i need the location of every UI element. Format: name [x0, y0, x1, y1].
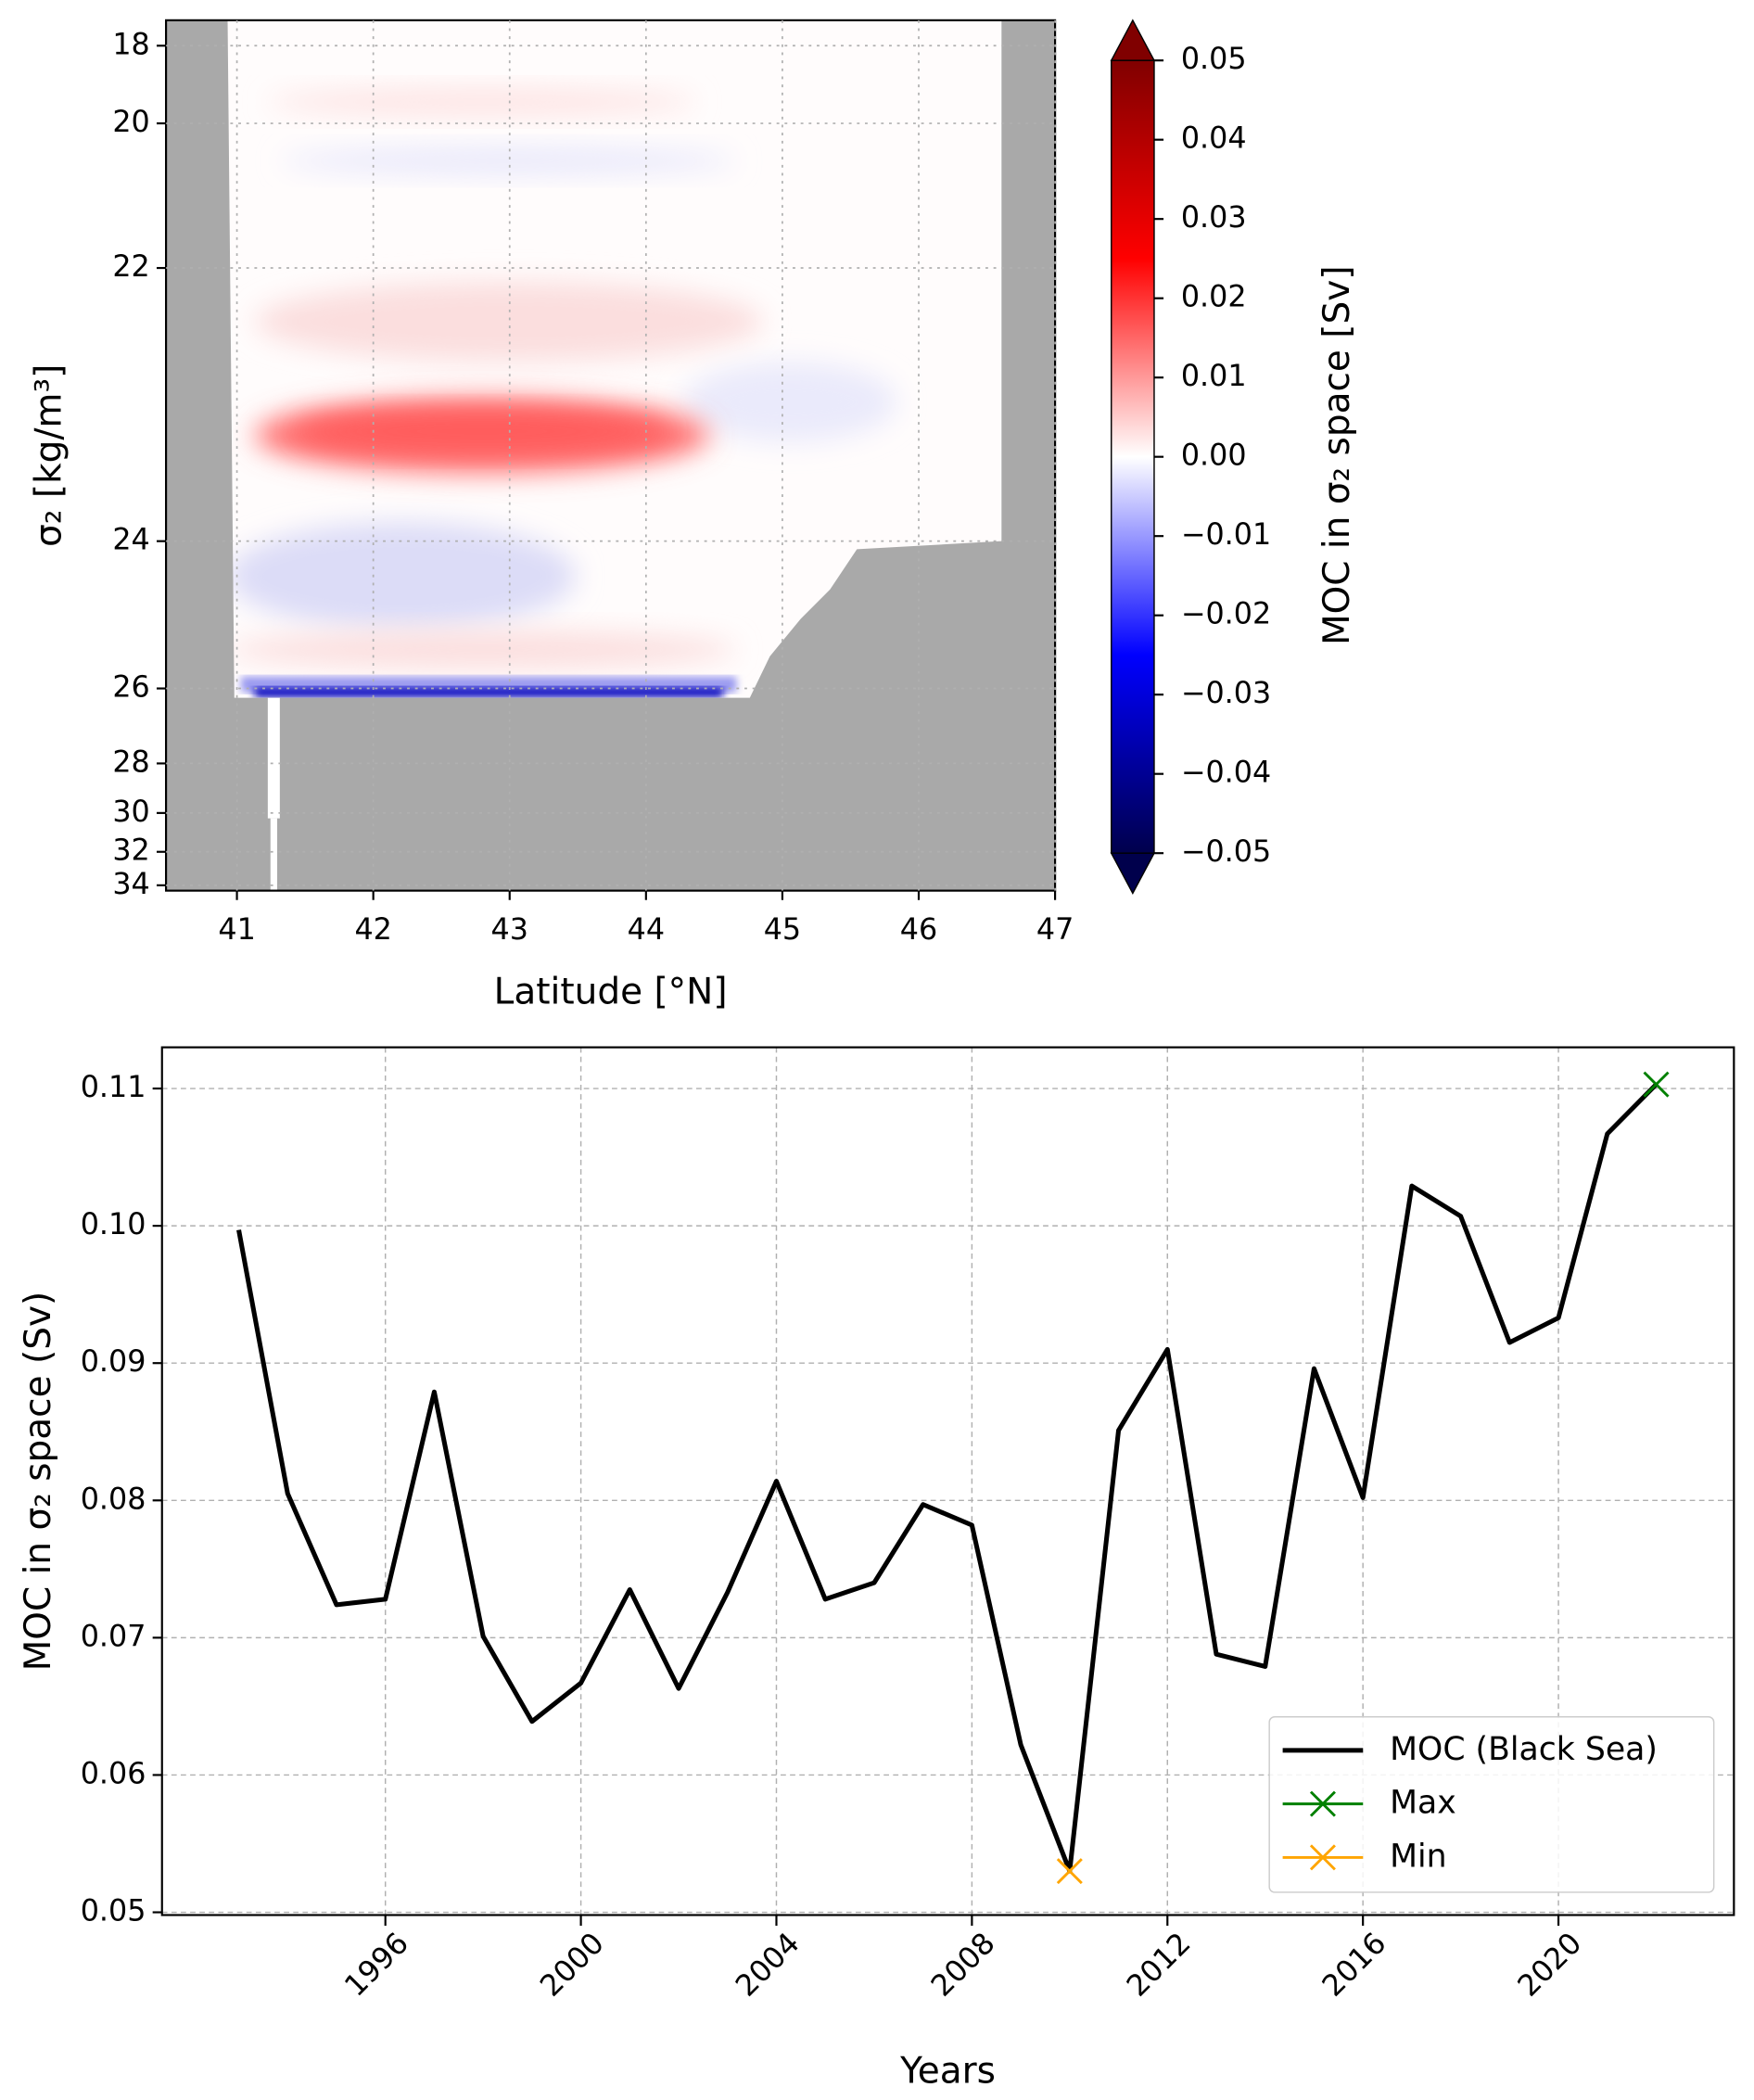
colorbar [1111, 59, 1155, 854]
colorbar-tick-label: −0.02 [1181, 598, 1271, 631]
y-tick-label: 0.09 [81, 1345, 146, 1379]
y-tick-label: 26 [112, 671, 149, 705]
colorbar-tick-label: −0.05 [1181, 835, 1271, 869]
ocean-strip [267, 697, 280, 819]
y-tick-label: 0.11 [81, 1071, 146, 1104]
y-tick-label: 0.08 [81, 1483, 146, 1516]
line-panel: Years MOC in σ₂ space (Sv) 1996 2000 2004 2… [18, 1046, 1735, 2092]
x-tick-label: 44 [628, 913, 665, 947]
x-tick-label: 47 [1036, 913, 1074, 947]
marker [1309, 1844, 1336, 1871]
contour [294, 413, 670, 451]
colorbar-extend [1110, 19, 1156, 61]
x-tick-label: 41 [218, 913, 255, 947]
x-axis-label: Years [899, 2050, 996, 2092]
contour [254, 281, 764, 363]
colorbar-tick-label: −0.03 [1181, 677, 1271, 710]
contour [682, 362, 897, 442]
colorbar-extend [1110, 852, 1156, 896]
x-tick-label: 2012 [1121, 1927, 1198, 2004]
x-tick-label: 1996 [338, 1927, 415, 2004]
colorbar-tick-label: −0.04 [1181, 757, 1271, 790]
contour [227, 630, 737, 668]
x-tick-label: 43 [491, 913, 528, 947]
colorbar-tick-label: −0.01 [1181, 518, 1271, 552]
colorbar-tick-label: 0.01 [1181, 360, 1247, 393]
marker [1309, 1790, 1336, 1817]
legend-box [1268, 1716, 1715, 1893]
colorbar-tick-label: 0.04 [1181, 122, 1247, 156]
colorbar-tick-label: 0.05 [1181, 43, 1247, 76]
heatmap-panel: Latitude [°N] σ₂ [kg/m³] MOC in σ₂ space… [28, 19, 1358, 1012]
x-tick-label: 2016 [1316, 1927, 1393, 2004]
y-tick-label: 34 [112, 868, 149, 901]
y-tick-label: 22 [112, 250, 149, 284]
legend-label: MOC (Black Sea) [1390, 1731, 1658, 1768]
colorbar-tick-label: 0.00 [1181, 439, 1247, 473]
contour [254, 687, 723, 698]
y-tick-label: 0.06 [81, 1757, 146, 1790]
contour-fill [227, 88, 897, 698]
colorbar-tick-label: 0.03 [1181, 201, 1247, 235]
contour [281, 147, 737, 174]
axes-frame [160, 1046, 1735, 1916]
y-tick-label: 28 [112, 745, 149, 779]
y-tick-label: 0.10 [81, 1208, 146, 1241]
data-line [236, 1082, 1659, 1874]
x-tick-label: 2020 [1512, 1927, 1589, 2004]
x-tick-label: 45 [764, 913, 801, 947]
y-tick-label: 0.05 [81, 1895, 146, 1928]
y-axis-label: MOC in σ₂ space (Sv) [18, 1292, 59, 1672]
colorbar-tick-label: 0.02 [1181, 281, 1247, 314]
y-tick-label: 24 [112, 524, 149, 557]
x-tick-label: 46 [900, 913, 937, 947]
legend-label: Min [1390, 1838, 1447, 1875]
x-tick-label: 42 [354, 913, 391, 947]
y-tick-label: 30 [112, 795, 149, 829]
contour [267, 88, 697, 116]
y-tick-label: 32 [112, 834, 149, 868]
legend-label: Max [1390, 1785, 1456, 1822]
marker [1643, 1071, 1670, 1098]
contour [227, 522, 577, 630]
x-tick-label: 2008 [925, 1927, 1002, 2004]
ocean-strip [270, 818, 277, 891]
y-tick-label: 20 [112, 106, 149, 139]
x-tick-label: 2000 [534, 1927, 611, 2004]
x-tick-label: 2004 [730, 1927, 807, 2004]
x-axis-label: Latitude [°N] [494, 971, 728, 1012]
marker [1056, 1858, 1083, 1885]
y-tick-label: 0.07 [81, 1620, 146, 1653]
y-tick-label: 18 [112, 28, 149, 61]
colorbar-label: MOC in σ₂ space [Sv] [1316, 265, 1358, 645]
y-axis-label: σ₂ [kg/m³] [28, 364, 70, 547]
